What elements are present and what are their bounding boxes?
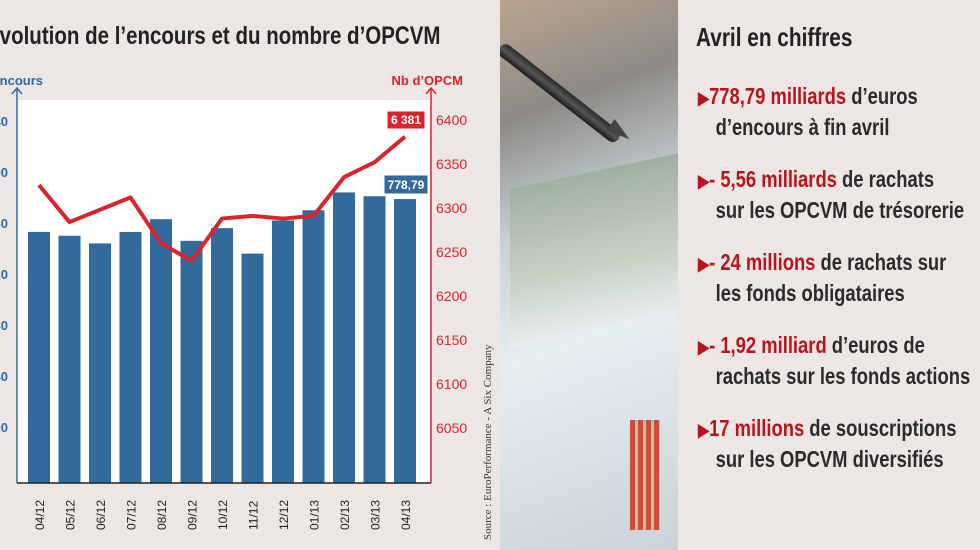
x-tick-label: 06/12 bbox=[94, 500, 108, 530]
nb-opcm-label-box bbox=[386, 110, 426, 130]
right-axis-arrow-icon bbox=[425, 86, 437, 95]
bar-12/12 bbox=[272, 220, 294, 483]
key-figure-text-line2: sur les OPCVM diversifiés bbox=[715, 446, 944, 472]
x-tick-label: 01/13 bbox=[308, 500, 322, 530]
bar-04/13 bbox=[394, 199, 416, 483]
key-figure-text-line2: les fonds obligataires bbox=[715, 280, 905, 306]
x-tick-label: 03/13 bbox=[369, 500, 383, 530]
key-figure-highlight: - 1,92 milliard bbox=[709, 332, 827, 358]
key-figure-text: de souscriptions bbox=[804, 415, 957, 441]
bar-05/12 bbox=[58, 235, 81, 483]
combo-chart: Encours 840 800 760 720 680 640 600 Nb d’OPCM 640… bbox=[0, 73, 467, 530]
photo-screen bbox=[510, 150, 678, 350]
key-figures-panel: Avril en chiffres ▶778,79 milliards d’eu… bbox=[678, 0, 980, 550]
bullet-triangle-icon: ▶ bbox=[698, 254, 710, 274]
key-figure-item: ▶- 5,56 milliards de rachats sur les OPCV… bbox=[698, 165, 980, 225]
bullet-triangle-icon: ▶ bbox=[698, 420, 710, 440]
right-tick-label: 6350 bbox=[436, 156, 467, 172]
x-tick-label: 02/13 bbox=[338, 500, 352, 530]
pen-icon bbox=[500, 41, 623, 145]
key-figure-item: ▶- 1,92 milliard d’euros de rachats sur l… bbox=[698, 331, 980, 391]
bar-08/12 bbox=[150, 219, 172, 484]
bar-03/13 bbox=[363, 196, 386, 483]
x-tick-label: 10/12 bbox=[216, 500, 230, 530]
bar-10/12 bbox=[211, 228, 233, 483]
bar-04/12 bbox=[28, 231, 50, 483]
key-figure-text-line2: d’encours à fin avril bbox=[715, 114, 890, 140]
left-axis-label: Encours bbox=[0, 73, 43, 88]
right-tick-label: 6200 bbox=[436, 288, 467, 304]
key-figure-text: de rachats bbox=[836, 166, 935, 192]
right-tick-label: 6250 bbox=[436, 244, 467, 260]
right-tick-label: 6400 bbox=[436, 112, 467, 128]
photo-red-bars bbox=[630, 420, 660, 530]
right-tick-label: 6050 bbox=[436, 420, 467, 436]
source-note: Source : EuroPerformance - A Six Company bbox=[482, 344, 494, 540]
left-tick-label: 800 bbox=[0, 165, 8, 180]
panel-title: Avril en chiffres bbox=[696, 22, 853, 52]
left-tick-label: 640 bbox=[0, 369, 8, 384]
x-tick-label: 07/12 bbox=[125, 500, 139, 530]
stock-photo-pen-on-charts bbox=[500, 0, 678, 550]
bullet-triangle-icon: ▶ bbox=[698, 171, 710, 191]
key-figure-text: de rachats sur bbox=[815, 249, 947, 275]
right-axis-label: Nb d’OPCM bbox=[392, 73, 464, 88]
nb-opcm-value-label: 6 381 bbox=[391, 113, 421, 127]
x-tick-label: 05/12 bbox=[64, 500, 78, 530]
encours-label-box bbox=[383, 174, 429, 195]
bullet-triangle-icon: ▶ bbox=[698, 337, 710, 357]
bar-09/12 bbox=[180, 240, 203, 483]
key-figure-text: d’euros de bbox=[826, 332, 925, 358]
x-tick-label: 04/13 bbox=[399, 500, 413, 530]
right-tick-label: 6300 bbox=[436, 200, 467, 216]
x-tick-label: 08/12 bbox=[155, 500, 169, 530]
bar-02/13 bbox=[333, 192, 355, 483]
left-tick-label: 680 bbox=[0, 318, 8, 333]
key-figure-highlight: 778,79 milliards bbox=[709, 83, 847, 109]
x-tick-label: 11/12 bbox=[247, 501, 261, 530]
x-tick-label: 09/12 bbox=[186, 500, 200, 530]
key-figure-text-line2: sur les OPCVM de trésorerie bbox=[715, 197, 965, 223]
right-tick-label: 6100 bbox=[436, 376, 467, 392]
chart-title: Évolution de l’encours et du nombre d’OP… bbox=[0, 22, 441, 50]
bar-01/13 bbox=[302, 210, 325, 483]
bullet-triangle-icon: ▶ bbox=[698, 88, 710, 108]
key-figure-highlight: - 5,56 milliards bbox=[709, 166, 837, 192]
key-figure-highlight: - 24 millions bbox=[709, 249, 816, 275]
left-axis-arrow-icon bbox=[11, 86, 23, 95]
left-tick-label: 840 bbox=[0, 114, 8, 129]
key-figure-text: d’euros bbox=[846, 83, 918, 109]
key-figure-highlight: 17 millions bbox=[709, 415, 805, 441]
x-tick-label: 04/12 bbox=[33, 500, 47, 530]
key-figure-item: ▶- 24 millions de rachats sur les fonds o… bbox=[698, 248, 980, 308]
left-tick-label: 720 bbox=[0, 267, 8, 282]
left-tick-label: 760 bbox=[0, 216, 8, 231]
key-figure-text-line2: rachats sur les fonds actions bbox=[715, 363, 971, 389]
bar-07/12 bbox=[119, 231, 142, 483]
bar-06/12 bbox=[89, 243, 111, 483]
bar-11/12 bbox=[241, 253, 264, 483]
encours-value-label: 778,79 bbox=[388, 178, 425, 192]
key-figure-item: ▶778,79 milliards d’euros d’encours à fin… bbox=[698, 82, 980, 142]
key-figure-item: ▶17 millions de souscriptions sur les OPC… bbox=[698, 414, 980, 474]
left-tick-label: 600 bbox=[0, 420, 8, 435]
right-tick-label: 6150 bbox=[436, 332, 467, 348]
x-tick-label: 12/12 bbox=[277, 500, 291, 530]
